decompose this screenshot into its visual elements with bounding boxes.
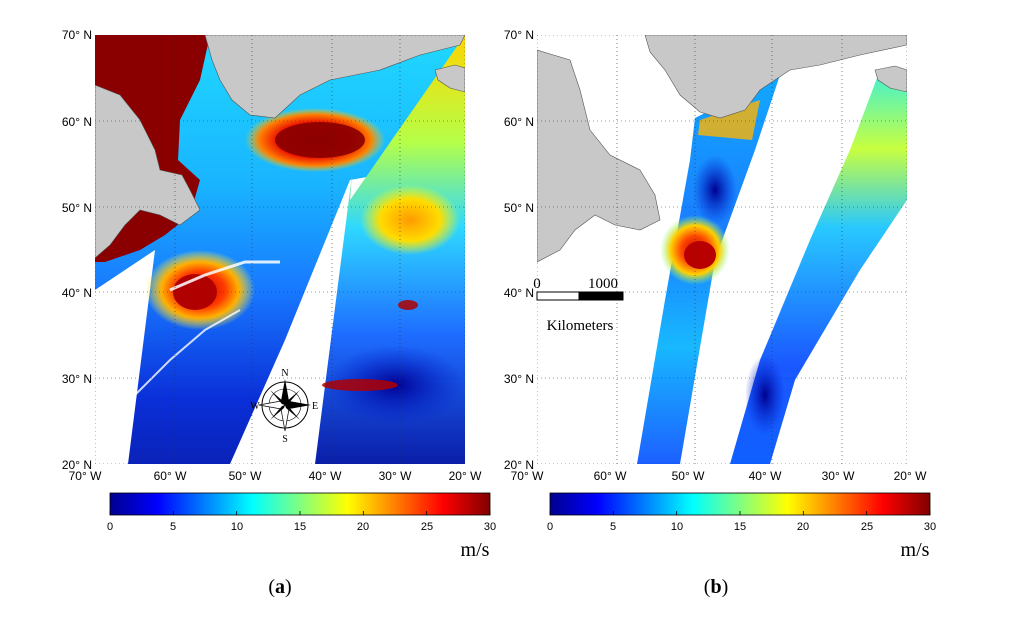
cb-tick: 25 (421, 521, 433, 533)
lat-tick: 50° N (62, 201, 92, 215)
units-label-a: m/s (461, 539, 490, 561)
lon-tick: 50° W (229, 469, 262, 483)
ice-edge-2 (134, 309, 241, 396)
cb-tick: 5 (610, 521, 616, 533)
panel-b-map (537, 35, 907, 464)
cb-tick: 30 (924, 521, 936, 533)
lon-tick: 50° W (672, 469, 705, 483)
scale-start: 0 (533, 276, 541, 292)
compass-w: W (250, 401, 260, 412)
panel-label-a: (a) (268, 576, 291, 598)
cb-tick: 10 (231, 521, 243, 533)
compass-e: E (312, 401, 318, 412)
lat-tick: 20° N (504, 458, 534, 472)
lat-tick: 40° N (504, 286, 534, 300)
lon-tick: 20° W (894, 469, 927, 483)
lon-ticks-a: 70° W 60° W 50° W 40° W 30° W 20° W (69, 469, 482, 483)
cb-tick: 5 (170, 521, 176, 533)
lat-tick: 20° N (62, 458, 92, 472)
scale-unit: Kilometers (547, 318, 614, 334)
lat-tick: 30° N (504, 372, 534, 386)
colorbar-a: 0 5 10 15 20 25 30 m/s (107, 492, 496, 561)
lon-tick: 70° W (511, 469, 544, 483)
panel-label-b: (b) (704, 576, 728, 598)
units-label-b: m/s (901, 539, 930, 561)
land-north-america-b (537, 49, 661, 263)
lat-tick: 70° N (504, 28, 534, 42)
cb-tick: 0 (107, 521, 113, 533)
graticule-b (537, 35, 907, 464)
lat-ticks-a: 70° N 60° N 50° N 40° N 30° N 20° N (62, 28, 92, 472)
lon-ticks-b: 70° W 60° W 50° W 40° W 30° W 20° W (511, 469, 927, 483)
ice-edge (169, 260, 280, 292)
jet-streak-core (275, 122, 365, 158)
compass-s: S (282, 434, 288, 445)
compass-n: N (281, 368, 288, 379)
cb-tick: 30 (484, 521, 496, 533)
cb-tick: 20 (797, 521, 809, 533)
graticule-a (95, 35, 465, 464)
lon-tick: 60° W (594, 469, 627, 483)
lon-tick: 30° W (822, 469, 855, 483)
lon-tick: 20° W (449, 469, 482, 483)
panel-a-map (95, 35, 465, 464)
lon-tick: 70° W (69, 469, 102, 483)
lat-tick: 30° N (62, 372, 92, 386)
lon-tick: 30° W (379, 469, 412, 483)
land-iceland (434, 64, 465, 93)
lon-tick: 40° W (749, 469, 782, 483)
cb-tick: 10 (671, 521, 683, 533)
cb-tick: 15 (734, 521, 746, 533)
lat-tick: 50° N (504, 201, 534, 215)
land-north-america (95, 84, 201, 259)
dark-blob-b2 (745, 355, 785, 435)
lat-ticks-b: 70° N 60° N 50° N 40° N 30° N 20° N (504, 28, 534, 472)
colorbar-b: 0 5 10 15 20 25 30 m/s (547, 492, 936, 561)
land-greenland-b (644, 35, 907, 119)
rain-flag (322, 379, 398, 391)
lat-tick: 60° N (62, 115, 92, 129)
scale-bar: 0 1000 Kilometers (533, 276, 624, 334)
lon-tick: 40° W (309, 469, 342, 483)
rain-flag-2 (398, 300, 418, 310)
wind-maximum-east (360, 185, 460, 255)
land-iceland-b (874, 65, 907, 93)
cb-tick: 0 (547, 521, 553, 533)
scale-end: 1000 (588, 276, 618, 292)
lat-tick: 60° N (504, 115, 534, 129)
dark-band-b (693, 155, 737, 225)
storm-core-b (684, 241, 716, 269)
lat-tick: 70° N (62, 28, 92, 42)
lon-tick: 60° W (154, 469, 187, 483)
cb-tick: 15 (294, 521, 306, 533)
cb-tick: 25 (861, 521, 873, 533)
cb-tick: 20 (357, 521, 369, 533)
compass-rose: N S E W (250, 368, 318, 445)
lat-tick: 40° N (62, 286, 92, 300)
